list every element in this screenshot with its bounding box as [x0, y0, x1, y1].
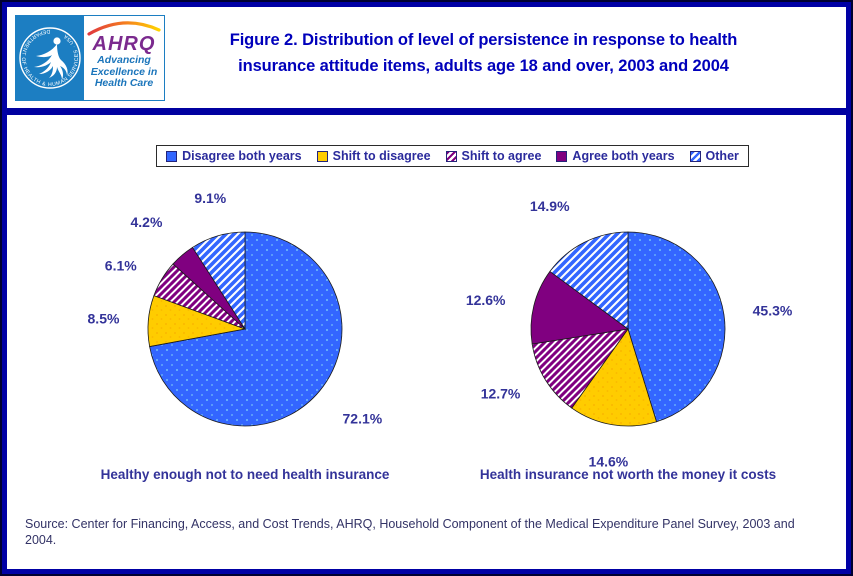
- legend-swatch-purple-hatch-icon: [445, 150, 457, 162]
- pie-slice: [549, 231, 629, 330]
- pie-slice-label: 8.5%: [88, 311, 120, 327]
- ahrq-tagline: Advancing Excellence in Health Care: [90, 54, 158, 89]
- pie-slice: [627, 231, 726, 423]
- hhs-logo: DEPARTMENT OF HEALTH & HUMAN SERVICES · …: [16, 16, 84, 100]
- ahrq-logo: AHRQ Advancing Excellence in Health Care: [84, 16, 164, 100]
- pie-slice-label: 14.9%: [530, 198, 570, 214]
- pie-chart-left-block: 72.1% 8.5% 6.1% 4.2% 9.1% Healthy enough not…: [65, 187, 425, 482]
- header-divider: [7, 108, 846, 115]
- content: Disagree both years Shift to disagree Sh…: [7, 145, 846, 548]
- pie-slice-label: 14.6%: [589, 453, 629, 469]
- chart-legend: Disagree both years Shift to disagree Sh…: [156, 145, 749, 167]
- legend-label: Shift to agree: [461, 149, 542, 163]
- charts-row: 72.1% 8.5% 6.1% 4.2% 9.1% Healthy enough not…: [7, 187, 846, 482]
- legend-swatch-yellow-solid-icon: [316, 150, 328, 162]
- hhs-eagle-icon: DEPARTMENT OF HEALTH & HUMAN SERVICES · …: [19, 27, 81, 89]
- legend-swatch-blue-solid-icon: [166, 150, 178, 162]
- page-title: Figure 2. Distribution of level of persi…: [229, 31, 738, 75]
- legend-row: Disagree both years Shift to disagree Sh…: [33, 145, 851, 167]
- pie-slice-label: 6.1%: [105, 257, 137, 273]
- legend-swatch-blue-hatch-icon: [689, 150, 701, 162]
- pie-slice: [571, 328, 657, 427]
- pie-chart-left: 72.1% 8.5% 6.1% 4.2% 9.1%: [88, 190, 383, 427]
- pie-slice-label: 72.1%: [343, 411, 383, 427]
- source-note: Source: Center for Financing, Access, an…: [25, 517, 795, 547]
- legend-label: Agree both years: [572, 149, 675, 163]
- pie-slice-label: 45.3%: [753, 303, 793, 319]
- legend-label: Shift to disagree: [332, 149, 431, 163]
- pie-slice-label: 12.6%: [466, 292, 506, 308]
- pie-slice: [531, 328, 629, 409]
- ahrq-wordmark: AHRQ: [92, 33, 156, 55]
- pie-slice-label: 12.7%: [481, 386, 521, 402]
- pie-chart-left-caption: Healthy enough not to need health insura…: [100, 467, 390, 482]
- pie-chart-right-block: 45.3% 14.6% 12.7% 12.6% 14.9% Health insuran…: [448, 187, 808, 482]
- pie-slice: [530, 270, 630, 345]
- rainbow-arc-icon: [87, 21, 161, 36]
- legend-item-disagree-both-years: Disagree both years: [166, 149, 302, 163]
- legend-label: Disagree both years: [182, 149, 302, 163]
- pie-slice: [191, 231, 246, 331]
- pie-chart-right: 45.3% 14.6% 12.7% 12.6% 14.9%: [466, 198, 793, 469]
- legend-swatch-purple-solid-icon: [556, 150, 568, 162]
- pie-chart-right-caption: Health insurance not worth the money it …: [479, 467, 777, 482]
- title-area: Figure 2. Distribution of level of persi…: [165, 7, 846, 79]
- legend-label: Other: [705, 149, 739, 163]
- legend-item-shift-to-disagree: Shift to disagree: [316, 149, 431, 163]
- ahrq-hhs-logo: DEPARTMENT OF HEALTH & HUMAN SERVICES · …: [15, 15, 165, 101]
- pie-slice-label: 9.1%: [194, 190, 226, 206]
- legend-item-shift-to-agree: Shift to agree: [445, 149, 542, 163]
- legend-item-agree-both-years: Agree both years: [556, 149, 675, 163]
- header: DEPARTMENT OF HEALTH & HUMAN SERVICES · …: [7, 7, 846, 108]
- pie-slice-label: 4.2%: [130, 214, 162, 230]
- legend-item-other: Other: [689, 149, 739, 163]
